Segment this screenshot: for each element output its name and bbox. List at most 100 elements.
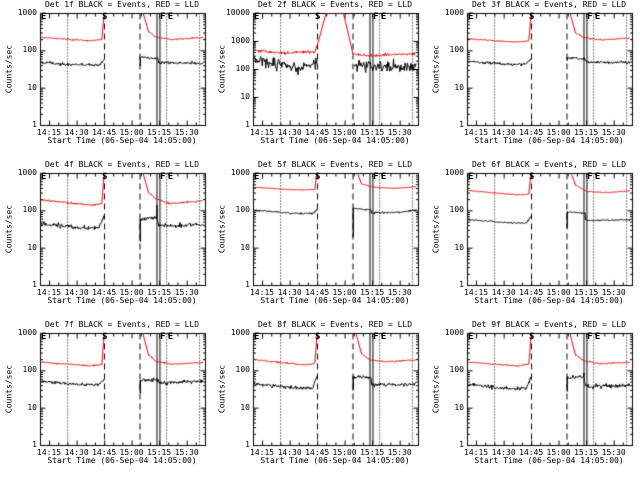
plot-title: Det 3f BLACK = Events, RED = LLD: [471, 0, 627, 9]
x-tick-label: 14:45: [92, 128, 117, 137]
y-axis-title: Counts/sec: [4, 364, 14, 414]
subplot-det-3f: Det 3f BLACK = Events, RED = LLD Counts/…: [427, 0, 640, 160]
observing-flag-e: E: [467, 172, 474, 182]
y-tick-label: 1000: [444, 168, 464, 177]
observing-flag-s: S: [102, 12, 108, 22]
observing-flag-s: S: [102, 332, 108, 342]
x-tick-label: 15:00: [119, 448, 144, 457]
x-tick-label: 15:30: [387, 448, 412, 457]
y-tick-label: 1: [32, 120, 37, 129]
y-tick-label: 1: [32, 440, 37, 449]
x-tick-label: 14:30: [64, 288, 89, 297]
y-tick-label: 1: [459, 120, 464, 129]
subplot-det-9f: Det 9f BLACK = Events, RED = LLD Counts/…: [427, 320, 640, 480]
subplot-det-5f: Det 5f BLACK = Events, RED = LLD Counts/…: [213, 160, 426, 320]
observing-flag-s: S: [102, 172, 108, 182]
plot-title: Det 9f BLACK = Events, RED = LLD: [471, 320, 627, 329]
x-tick-label: 14:45: [519, 128, 544, 137]
subplot-det-7f: Det 7f BLACK = Events, RED = LLD Counts/…: [0, 320, 213, 480]
x-tick-label: 15:15: [574, 128, 599, 137]
observing-flag-s: S: [529, 332, 535, 342]
observing-flag-e: E: [467, 12, 474, 22]
y-tick-label: 100: [235, 365, 250, 375]
y-tick-label: 10: [27, 82, 37, 92]
plot-area: [0, 0, 213, 160]
x-tick-label: 14:45: [519, 448, 544, 457]
x-tick-label: 15:00: [119, 128, 144, 137]
plot-title: Det 2f BLACK = Events, RED = LLD: [257, 0, 413, 9]
x-tick-label: 14:30: [277, 288, 302, 297]
plot-area: [427, 0, 640, 160]
x-tick-label: 15:30: [601, 448, 626, 457]
y-tick-label: 10: [454, 82, 464, 92]
x-tick-label: 14:15: [250, 448, 275, 457]
observing-flag-s: S: [315, 332, 321, 342]
x-tick-label: 15:15: [147, 448, 172, 457]
observing-flag-e: E: [380, 12, 387, 22]
x-tick-label: 15:30: [601, 288, 626, 297]
y-tick-label: 1: [245, 440, 250, 449]
plot-title: Det 8f BLACK = Events, RED = LLD: [257, 320, 413, 329]
y-tick-label: 10: [27, 402, 37, 412]
x-axis-title: Start Time (06-Sep-04 14:05:00): [474, 456, 624, 465]
y-axis-title: Counts/sec: [217, 204, 227, 254]
x-axis-title: Start Time (06-Sep-04 14:05:00): [260, 136, 410, 145]
y-axis-title: Counts/sec: [217, 44, 227, 94]
y-tick-label: 100: [449, 45, 464, 55]
x-tick-label: 15:30: [387, 128, 412, 137]
y-tick-label: 100: [22, 45, 37, 55]
plot-title: Det 5f BLACK = Events, RED = LLD: [257, 160, 413, 169]
observing-flag-e: E: [594, 12, 601, 22]
y-tick-label: 10: [240, 402, 250, 412]
y-tick-label: 1000: [17, 8, 37, 17]
y-axis-title: Counts/sec: [4, 204, 14, 254]
plot-area: [213, 320, 426, 480]
x-tick-label: 15:30: [601, 128, 626, 137]
y-tick-label: 10000: [225, 8, 250, 17]
x-tick-label: 14:45: [92, 448, 117, 457]
observing-flag-f: F: [160, 332, 166, 342]
x-tick-label: 15:30: [387, 288, 412, 297]
x-tick-label: 14:15: [250, 128, 275, 137]
y-tick-label: 10: [240, 242, 250, 252]
x-tick-label: 14:15: [464, 448, 489, 457]
subplot-det-8f: Det 8f BLACK = Events, RED = LLD Counts/…: [213, 320, 426, 480]
observing-flag-e: E: [253, 332, 260, 342]
observing-flag-f: F: [373, 332, 379, 342]
y-axis-title: Counts/sec: [431, 364, 441, 414]
observing-flag-e: E: [40, 332, 47, 342]
x-tick-label: 14:30: [491, 448, 516, 457]
observing-flag-e: E: [380, 172, 387, 182]
observing-flag-e: E: [40, 12, 47, 22]
x-axis-title: Start Time (06-Sep-04 14:05:00): [260, 296, 410, 305]
x-tick-label: 14:30: [491, 288, 516, 297]
observing-flag-e: E: [594, 172, 601, 182]
y-tick-label: 1000: [444, 8, 464, 17]
x-tick-label: 14:30: [64, 128, 89, 137]
y-tick-label: 1000: [17, 168, 37, 177]
x-tick-label: 15:30: [174, 288, 199, 297]
observing-flag-e: E: [253, 172, 260, 182]
observing-flag-f: F: [160, 172, 166, 182]
x-tick-label: 15:00: [119, 288, 144, 297]
subplot-det-1f: Det 1f BLACK = Events, RED = LLD Counts/…: [0, 0, 213, 160]
observing-flag-e: E: [167, 12, 174, 22]
x-tick-label: 14:15: [37, 288, 62, 297]
x-tick-label: 15:30: [174, 448, 199, 457]
y-tick-label: 100: [235, 64, 250, 73]
x-tick-label: 15:00: [546, 448, 571, 457]
x-tick-label: 14:45: [92, 288, 117, 297]
observing-flag-f: F: [373, 12, 379, 22]
observing-flag-f: F: [587, 12, 593, 22]
x-tick-label: 14:15: [250, 288, 275, 297]
x-tick-label: 14:15: [37, 448, 62, 457]
x-tick-label: 15:15: [147, 128, 172, 137]
observing-flag-e: E: [467, 332, 474, 342]
observing-flag-s: S: [315, 172, 321, 182]
x-tick-label: 14:30: [277, 128, 302, 137]
x-tick-label: 14:15: [464, 288, 489, 297]
x-tick-label: 14:30: [64, 448, 89, 457]
x-tick-label: 15:15: [147, 288, 172, 297]
y-tick-label: 10: [454, 242, 464, 252]
